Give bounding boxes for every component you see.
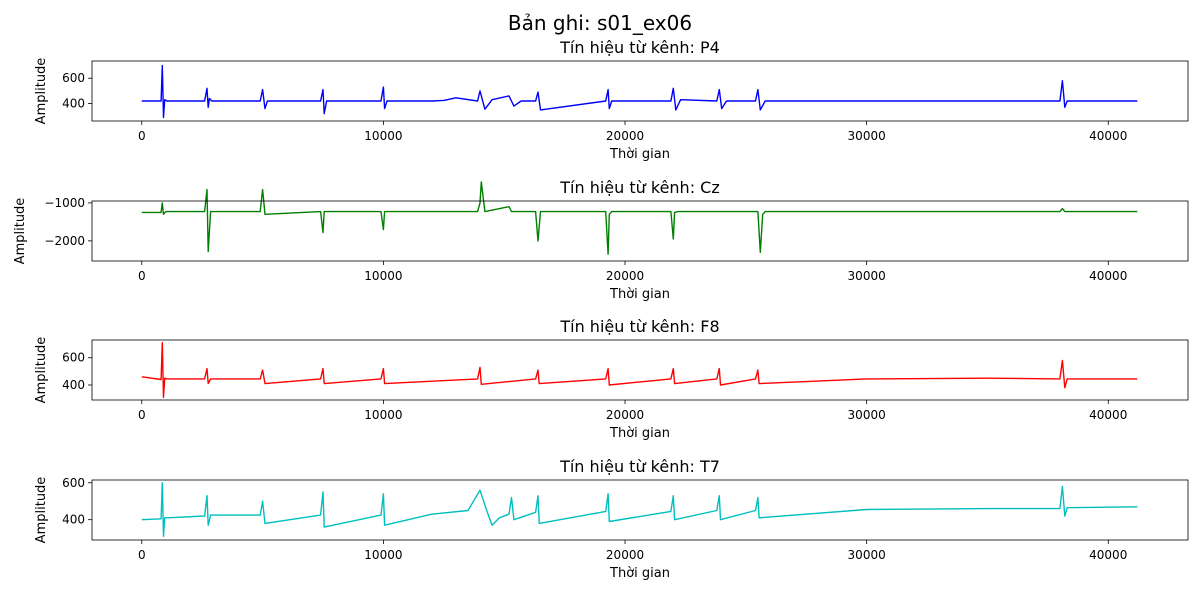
y-axis-label: Amplitude: [34, 58, 49, 125]
x-tick-label: 40000: [1089, 129, 1127, 143]
subplot-title: Tín hiệu từ kênh: T7: [559, 457, 720, 476]
x-tick-label: 40000: [1089, 269, 1127, 283]
x-tick-label: 0: [138, 129, 146, 143]
subplot-title: Tín hiệu từ kênh: Cz: [559, 178, 719, 197]
y-tick-label: 400: [62, 378, 85, 392]
subplot-cz: 0 10000 20000 30000 40000 −2000 −1000 Tín hiệu …: [13, 178, 1189, 302]
y-axis-label: Amplitude: [34, 337, 49, 404]
plot-frame: [91, 200, 1189, 262]
x-tick-label: 30000: [848, 408, 886, 422]
x-axis-label: Thời gian: [609, 147, 670, 162]
x-tick-label: 0: [138, 408, 146, 422]
x-tick-label: 10000: [364, 408, 402, 422]
x-tick-label: 10000: [364, 548, 402, 562]
x-tick-label: 30000: [848, 548, 886, 562]
x-tick-label: 40000: [1089, 408, 1127, 422]
y-tick-label: 600: [62, 71, 85, 85]
y-tick-label: −1000: [44, 196, 85, 210]
y-tick-label: −2000: [44, 234, 85, 248]
signal-line-t7: [141, 482, 1138, 537]
subplot-title: Tín hiệu từ kênh: F8: [559, 317, 719, 336]
subplot-p4: 0 10000 20000 30000 40000 400 600 Tín hiệu từ k…: [34, 38, 1189, 162]
x-tick-label: 30000: [848, 129, 886, 143]
signal-line-f8: [141, 342, 1138, 398]
x-tick-label: 30000: [848, 269, 886, 283]
x-tick-label: 20000: [606, 548, 644, 562]
x-axis-label: Thời gian: [609, 566, 670, 581]
subplot-t7: 0 10000 20000 30000 40000 400 600 Tín hiệu từ k…: [34, 457, 1189, 581]
subplot-f8: 0 10000 20000 30000 40000 400 600 Tín hiệu từ k…: [34, 317, 1189, 441]
x-axis-label: Thời gian: [609, 287, 670, 302]
x-tick-label: 40000: [1089, 548, 1127, 562]
y-axis-label: Amplitude: [13, 198, 28, 265]
y-tick-label: 400: [62, 513, 85, 527]
figure-title: Bản ghi: s01_ex06: [508, 11, 692, 35]
plot-frame: [91, 60, 1189, 122]
x-tick-label: 0: [138, 269, 146, 283]
x-tick-label: 0: [138, 548, 146, 562]
x-tick-label: 10000: [364, 269, 402, 283]
subplot-title: Tín hiệu từ kênh: P4: [559, 38, 720, 57]
y-tick-label: 600: [62, 351, 85, 365]
x-axis-label: Thời gian: [609, 426, 670, 441]
x-tick-label: 20000: [606, 408, 644, 422]
plot-frame: [91, 339, 1189, 401]
y-tick-label: 600: [62, 476, 85, 490]
y-tick-label: 400: [62, 97, 85, 111]
signal-line-p4: [141, 64, 1138, 119]
y-axis-label: Amplitude: [34, 477, 49, 544]
signal-line-cz: [141, 181, 1138, 255]
x-tick-label: 20000: [606, 269, 644, 283]
x-tick-label: 20000: [606, 129, 644, 143]
x-tick-label: 10000: [364, 129, 402, 143]
plot-frame: [91, 479, 1189, 541]
